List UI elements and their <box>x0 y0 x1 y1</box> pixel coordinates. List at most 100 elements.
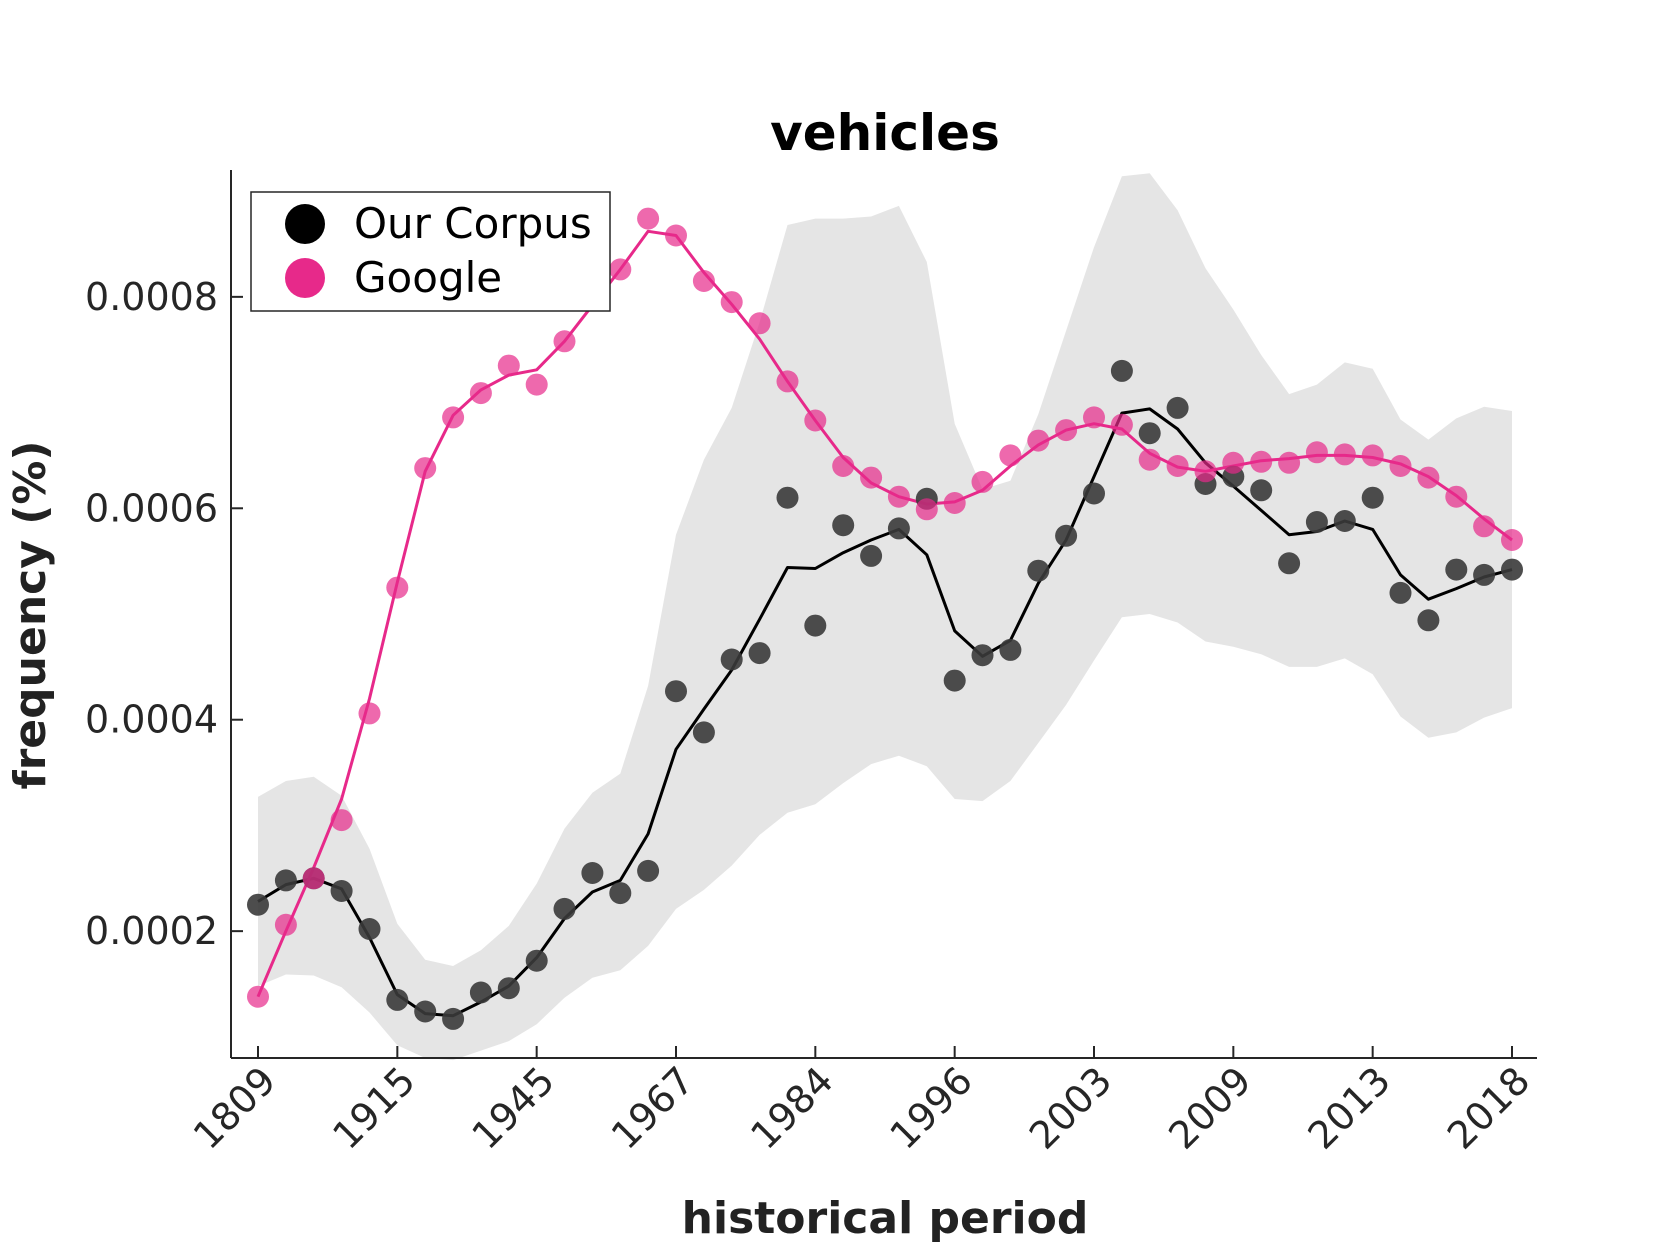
x-tick-label: 1945 <box>464 1058 564 1158</box>
y-tick-label: 0.0006 <box>85 486 218 530</box>
data-point-google <box>330 809 353 832</box>
data-point-google <box>748 312 771 335</box>
data-point-google <box>943 492 966 514</box>
x-ticks: 1809 1915 1945 1967 1984 1996 2003 2009 2013 2018 <box>185 1046 1539 1158</box>
data-point-our-corpus <box>1445 558 1468 581</box>
data-point-our-corpus <box>1166 396 1189 419</box>
y-tick-label: 0.0004 <box>85 698 218 742</box>
data-point-our-corpus <box>1027 559 1050 582</box>
data-point-our-corpus <box>386 988 409 1011</box>
x-tick-label: 1967 <box>603 1058 703 1158</box>
data-point-our-corpus <box>1333 510 1356 532</box>
data-point-our-corpus <box>469 981 492 1004</box>
chart-title: vehicles <box>770 104 1000 162</box>
data-point-google <box>497 354 520 377</box>
data-point-our-corpus <box>1055 524 1078 547</box>
data-point-our-corpus <box>1361 486 1384 509</box>
smoothed-lines-layer <box>256 229 1513 1018</box>
x-tick-label: 1996 <box>882 1058 982 1158</box>
x-tick-label: 2013 <box>1300 1058 1400 1158</box>
data-point-our-corpus <box>1501 558 1523 581</box>
y-ticks: 0.0002 0.0004 0.0006 0.0008 <box>85 275 243 953</box>
data-point-google <box>358 702 381 725</box>
data-point-google <box>1250 450 1273 473</box>
data-point-google <box>1445 485 1468 508</box>
data-point-google <box>1278 451 1301 474</box>
data-points-layer <box>247 207 1523 1030</box>
confidence-band <box>258 173 1512 1061</box>
data-point-google <box>609 258 632 281</box>
data-point-our-corpus <box>553 897 576 920</box>
data-point-our-corpus <box>804 614 827 637</box>
legend-marker-google <box>285 258 325 298</box>
data-point-google <box>999 444 1022 467</box>
data-point-our-corpus <box>1083 482 1105 505</box>
axes <box>230 170 1537 1059</box>
y-tick-label: 0.0008 <box>85 275 218 319</box>
data-point-our-corpus <box>1417 609 1440 632</box>
data-point-google <box>442 406 465 429</box>
data-point-our-corpus <box>832 514 855 537</box>
data-point-our-corpus <box>999 638 1022 661</box>
data-point-google <box>776 370 799 393</box>
data-point-google <box>1222 451 1245 474</box>
data-point-our-corpus <box>665 680 687 703</box>
data-point-our-corpus <box>1305 511 1328 533</box>
data-point-our-corpus <box>1250 479 1273 502</box>
data-point-google <box>971 470 994 493</box>
data-point-our-corpus <box>1389 581 1412 604</box>
data-point-our-corpus <box>1473 563 1496 586</box>
data-point-google <box>692 270 715 292</box>
data-point-our-corpus <box>1138 422 1161 445</box>
x-tick-label: 2018 <box>1439 1058 1539 1158</box>
data-point-our-corpus <box>971 644 994 667</box>
data-point-google <box>553 330 576 353</box>
data-point-google <box>1055 419 1078 442</box>
x-tick-label: 1915 <box>324 1058 424 1158</box>
data-point-our-corpus <box>414 1000 437 1023</box>
data-point-our-corpus <box>247 893 269 916</box>
data-point-google <box>1389 455 1412 477</box>
data-point-our-corpus <box>330 880 353 902</box>
data-point-google <box>247 985 269 1008</box>
x-axis-label: historical period <box>682 1193 1089 1244</box>
data-point-google <box>525 373 548 396</box>
data-point-google <box>1501 529 1523 551</box>
data-point-our-corpus <box>860 544 883 567</box>
data-point-google <box>720 291 743 314</box>
data-point-our-corpus <box>581 862 604 884</box>
data-point-our-corpus <box>609 882 632 905</box>
legend-label-google: Google <box>354 253 502 302</box>
smoothed-line-google <box>256 229 1513 998</box>
data-point-google <box>1138 448 1161 471</box>
data-point-google <box>302 867 325 890</box>
data-point-google <box>832 455 855 477</box>
x-tick-label: 2009 <box>1160 1058 1260 1158</box>
data-point-google <box>665 224 687 247</box>
x-tick-label: 2003 <box>1021 1058 1121 1158</box>
data-point-our-corpus <box>720 648 743 671</box>
data-point-google <box>1333 443 1356 466</box>
data-point-google <box>860 466 883 489</box>
data-point-google <box>1361 444 1384 467</box>
smoothed-line-our-corpus <box>257 407 1513 1018</box>
data-point-google <box>1027 429 1050 452</box>
data-point-our-corpus <box>748 642 771 665</box>
y-tick-label: 0.0002 <box>85 909 218 953</box>
data-point-our-corpus <box>358 918 381 940</box>
data-point-our-corpus <box>776 486 799 509</box>
data-point-our-corpus <box>525 949 548 972</box>
data-point-google <box>637 207 660 230</box>
data-point-our-corpus <box>692 721 715 744</box>
legend-marker-our-corpus <box>285 204 325 244</box>
legend-label-our-corpus: Our Corpus <box>354 199 592 248</box>
data-point-google <box>1194 460 1217 483</box>
data-point-google <box>386 576 409 599</box>
data-point-google <box>414 457 437 480</box>
data-point-google <box>804 409 827 432</box>
data-point-google <box>1473 515 1496 538</box>
data-point-google <box>1083 406 1105 429</box>
confidence-band-layer <box>258 173 1512 1061</box>
data-point-our-corpus <box>1278 552 1301 575</box>
